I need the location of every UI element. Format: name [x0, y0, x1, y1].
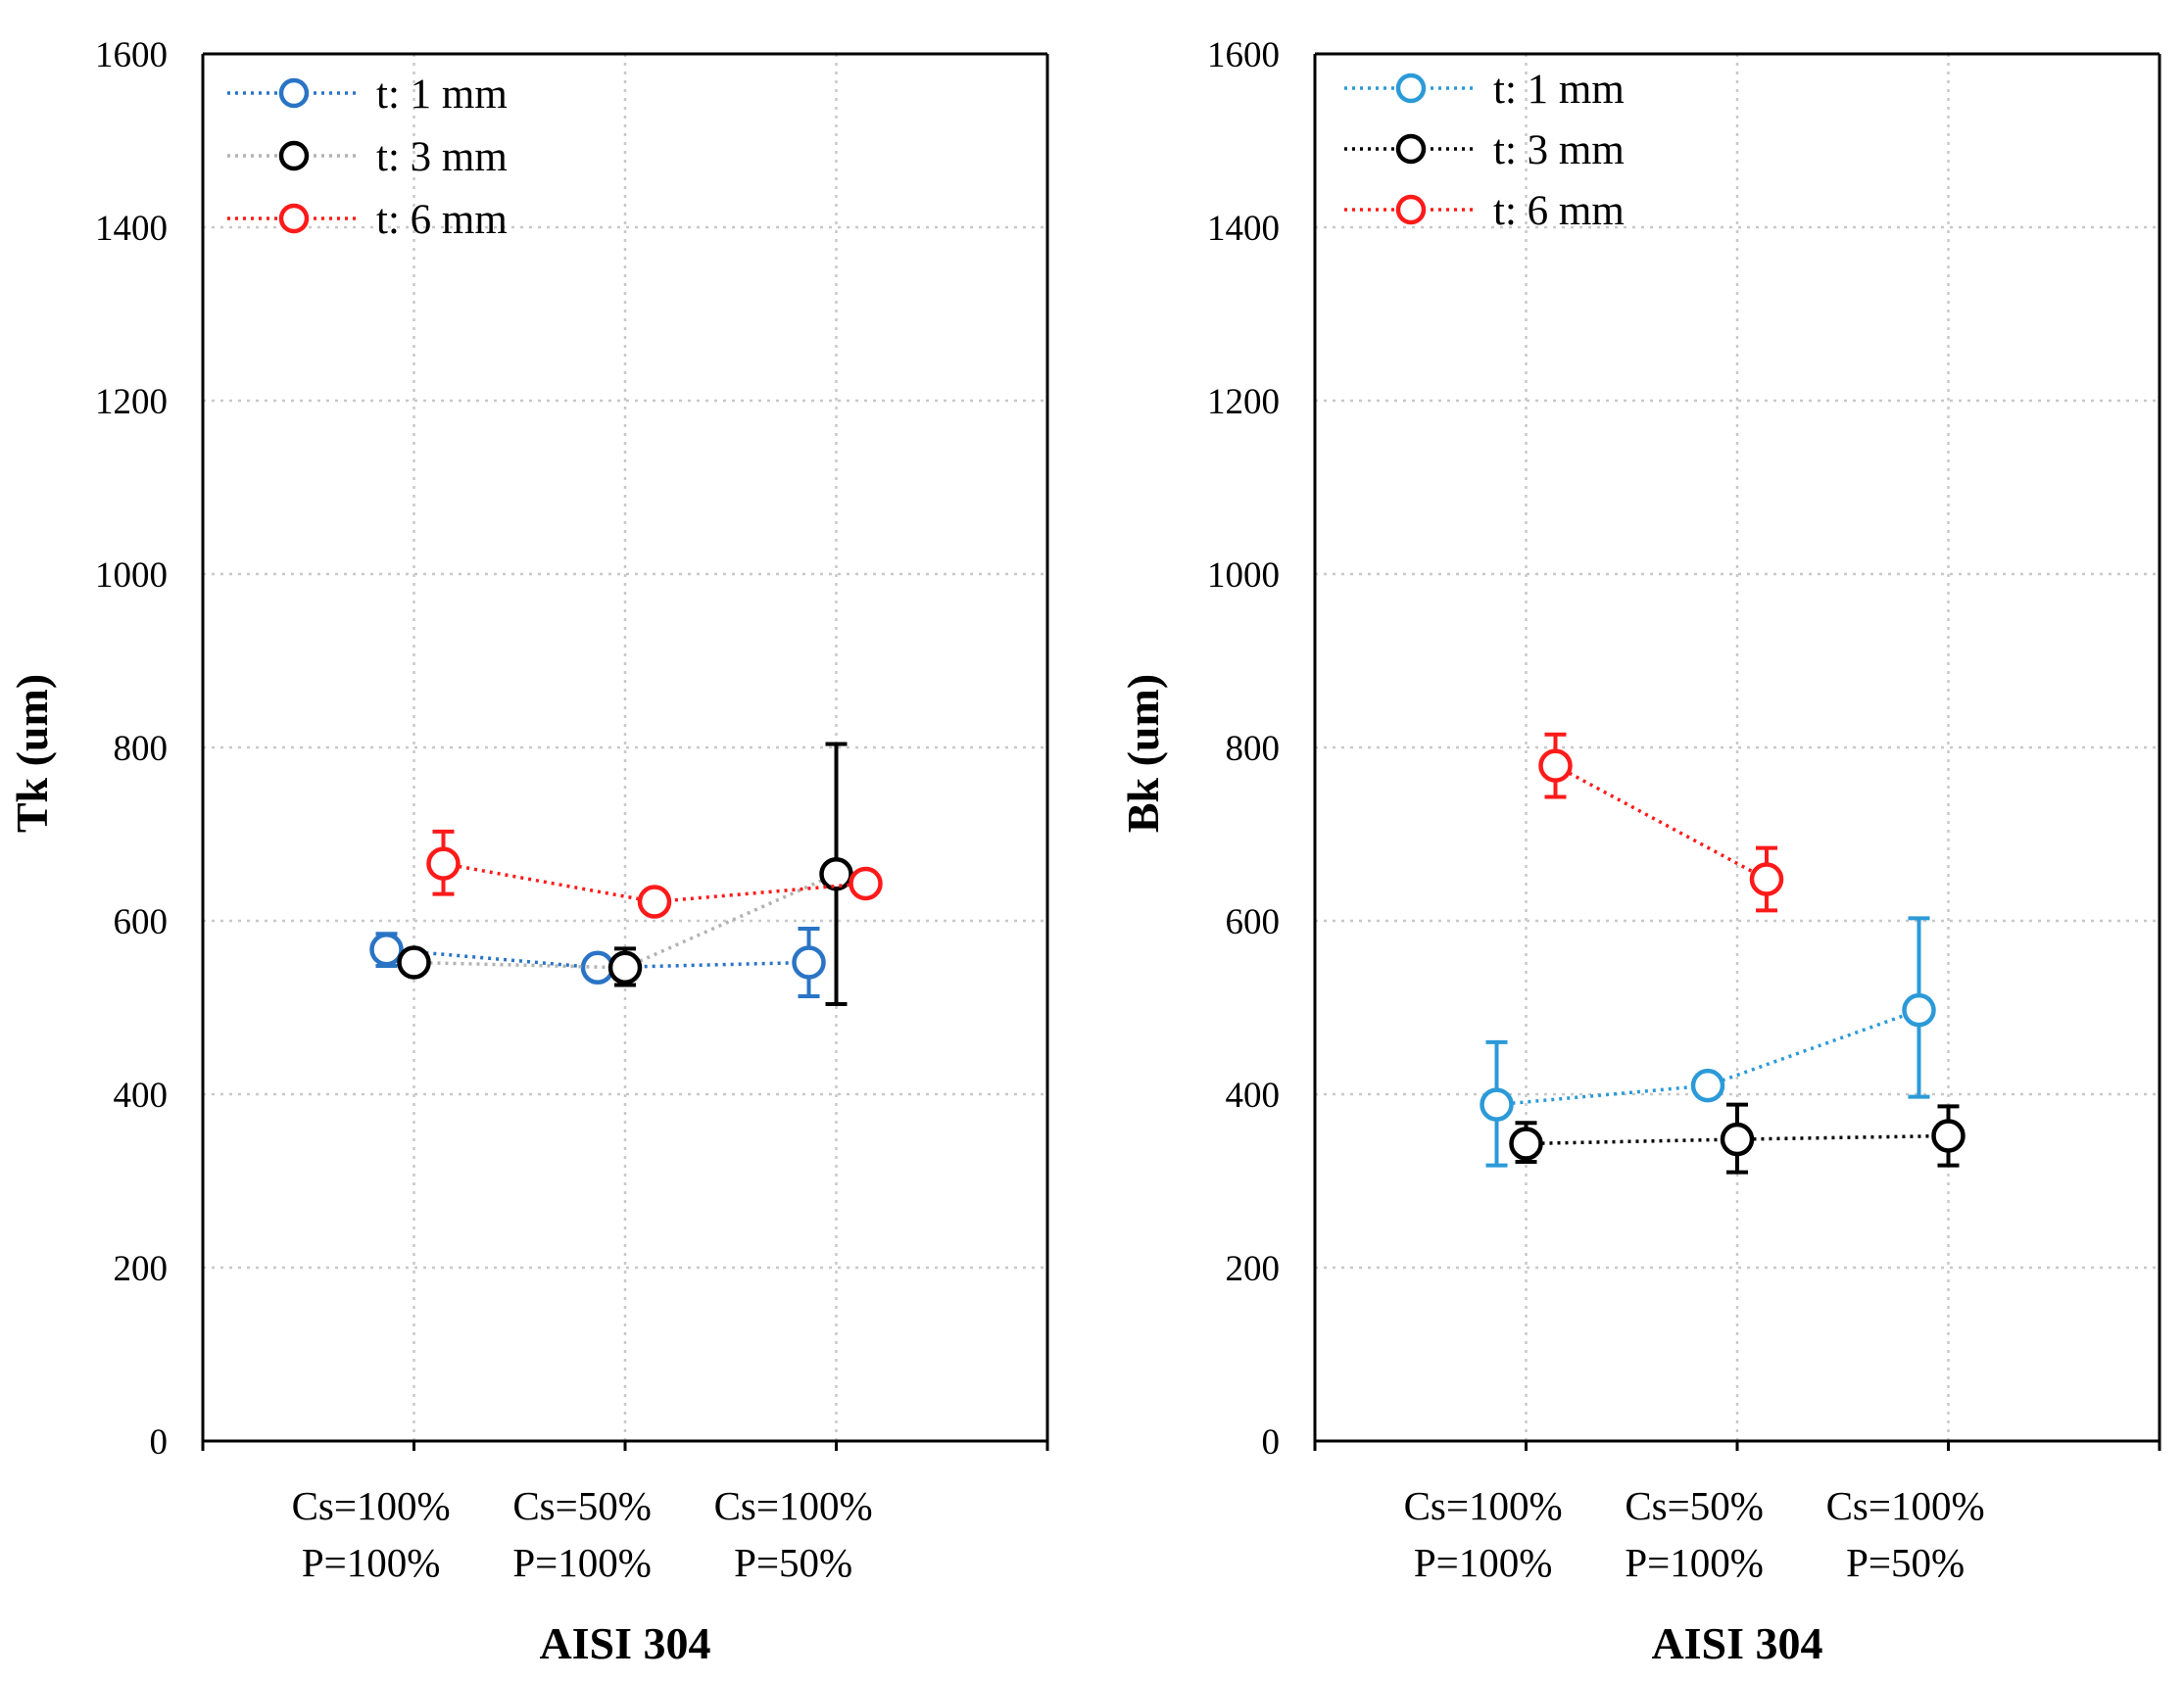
y-tick-label: 1400 [95, 209, 168, 249]
legend-marker [1395, 133, 1427, 165]
data-point [792, 945, 826, 980]
category-label-line2: P=50% [734, 1540, 852, 1585]
legend-marker [278, 77, 310, 109]
y-tick-label: 800 [114, 729, 169, 769]
data-point [1538, 748, 1573, 783]
legend-label: t: 1 mm [376, 72, 508, 118]
y-tick-label: 1600 [95, 35, 168, 75]
category-label-line1: Cs=100% [292, 1483, 451, 1528]
y-tick-label: 1600 [1207, 35, 1280, 75]
category-label-line2: P=50% [1846, 1540, 1965, 1585]
data-point [1690, 1068, 1725, 1103]
bk-panel: 0 200 400 600 800 1000 1200 1400 1600 Cs=100% P=10… [1118, 35, 2161, 1668]
data-point [607, 950, 643, 985]
y-tick-label: 400 [114, 1076, 169, 1116]
data-point [1480, 1087, 1514, 1122]
category-label-line2: P=100% [1625, 1540, 1764, 1585]
y-tick-label: 600 [1226, 902, 1281, 942]
legend-label: t: 3 mm [376, 134, 508, 180]
data-point [1931, 1119, 1966, 1153]
legend-marker [1395, 72, 1427, 104]
legend-marker [278, 140, 310, 171]
y-tick-label: 400 [1226, 1076, 1281, 1116]
data-point [369, 932, 404, 967]
data-point [819, 856, 853, 891]
legend-label: t: 6 mm [376, 197, 508, 243]
y-tick-label: 1200 [95, 382, 168, 422]
y-tick-label: 1400 [1207, 209, 1280, 249]
y-tick-label: 1000 [1207, 555, 1280, 596]
category-label-line2: P=100% [302, 1540, 441, 1585]
legend-marker [1395, 194, 1427, 225]
category-label-line1: Cs=100% [714, 1483, 873, 1528]
data-point [1902, 992, 1936, 1028]
y-axis-title: Tk (um) [7, 674, 57, 833]
data-point [637, 885, 672, 919]
data-point [1509, 1127, 1543, 1161]
y-tick-label: 1000 [95, 555, 168, 596]
legend-marker [278, 203, 310, 234]
legend-label: t: 6 mm [1493, 188, 1625, 234]
legend-label: t: 1 mm [1493, 67, 1625, 113]
y-tick-label: 200 [1226, 1249, 1281, 1289]
y-tick-label: 200 [114, 1249, 169, 1289]
category-label-line1: Cs=50% [512, 1483, 652, 1528]
category-label-line1: Cs=100% [1404, 1483, 1563, 1528]
y-axis-title: Bk (um) [1118, 674, 1168, 833]
category-label-line2: P=100% [1414, 1540, 1553, 1585]
y-tick-label: 800 [1226, 729, 1281, 769]
y-tick-label: 600 [114, 902, 169, 942]
data-point [397, 945, 431, 980]
category-label-line1: Cs=100% [1826, 1483, 1985, 1528]
category-label-line1: Cs=50% [1625, 1483, 1764, 1528]
data-point [1749, 862, 1784, 896]
y-tick-label: 1200 [1207, 382, 1280, 422]
data-point [426, 846, 461, 881]
data-point [1720, 1122, 1755, 1157]
series-line [1554, 764, 1768, 882]
category-label-line2: P=100% [512, 1540, 652, 1585]
data-point [849, 866, 883, 901]
tk-panel: 0 200 400 600 800 1000 1200 1400 1600 Cs=100% P=10… [7, 35, 1049, 1668]
x-axis-title: AISI 304 [1651, 1618, 1822, 1668]
y-tick-label: 0 [150, 1422, 169, 1463]
y-tick-label: 0 [1262, 1422, 1281, 1463]
x-axis-title: AISI 304 [539, 1618, 710, 1668]
legend-label: t: 3 mm [1493, 127, 1625, 173]
